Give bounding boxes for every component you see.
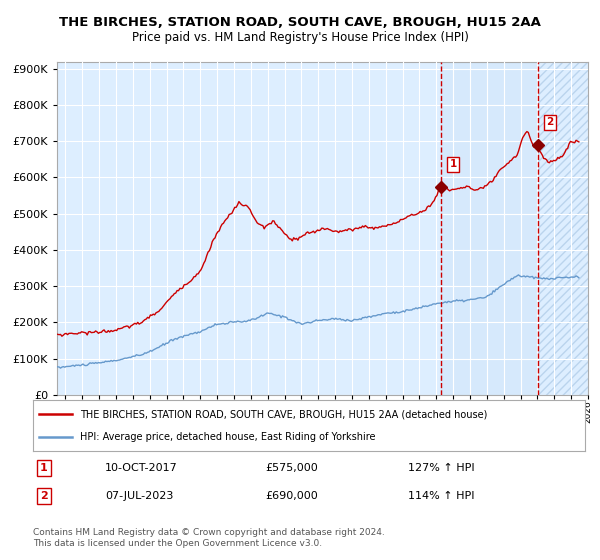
Text: 10-OCT-2017: 10-OCT-2017 xyxy=(105,463,178,473)
Text: Price paid vs. HM Land Registry's House Price Index (HPI): Price paid vs. HM Land Registry's House … xyxy=(131,31,469,44)
Text: £575,000: £575,000 xyxy=(265,463,317,473)
Text: THE BIRCHES, STATION ROAD, SOUTH CAVE, BROUGH, HU15 2AA (detached house): THE BIRCHES, STATION ROAD, SOUTH CAVE, B… xyxy=(80,409,487,419)
Text: 2: 2 xyxy=(547,118,554,128)
Text: HPI: Average price, detached house, East Riding of Yorkshire: HPI: Average price, detached house, East… xyxy=(80,432,376,442)
Text: 07-JUL-2023: 07-JUL-2023 xyxy=(105,491,173,501)
Text: 127% ↑ HPI: 127% ↑ HPI xyxy=(409,463,475,473)
Text: 2: 2 xyxy=(40,491,48,501)
Text: 1: 1 xyxy=(449,159,457,169)
Text: 114% ↑ HPI: 114% ↑ HPI xyxy=(409,491,475,501)
Text: £690,000: £690,000 xyxy=(265,491,317,501)
Text: THE BIRCHES, STATION ROAD, SOUTH CAVE, BROUGH, HU15 2AA: THE BIRCHES, STATION ROAD, SOUTH CAVE, B… xyxy=(59,16,541,29)
Bar xyxy=(538,62,588,395)
Bar xyxy=(441,62,538,395)
Text: Contains HM Land Registry data © Crown copyright and database right 2024.: Contains HM Land Registry data © Crown c… xyxy=(33,528,385,536)
Text: This data is licensed under the Open Government Licence v3.0.: This data is licensed under the Open Gov… xyxy=(33,539,322,548)
Text: 1: 1 xyxy=(40,463,48,473)
